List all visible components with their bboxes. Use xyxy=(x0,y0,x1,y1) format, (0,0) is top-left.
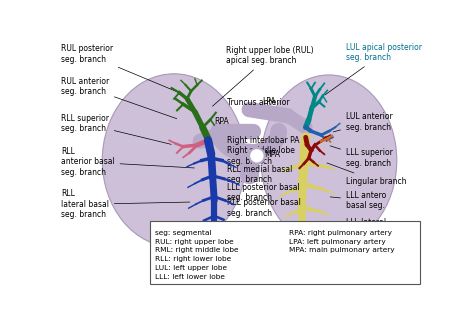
Text: seg: segmental: seg: segmental xyxy=(155,230,212,236)
Text: Truncus anterior: Truncus anterior xyxy=(227,98,289,107)
Text: RML: right middle lobe: RML: right middle lobe xyxy=(155,247,239,254)
Text: RLL posterior basal
seg. branch: RLL posterior basal seg. branch xyxy=(227,198,301,218)
Text: LPA: left pulmonary artery: LPA: left pulmonary artery xyxy=(289,239,385,245)
Ellipse shape xyxy=(102,74,246,247)
Text: LUL: left upper lobe: LUL: left upper lobe xyxy=(155,265,228,271)
Text: LLL: left lower lobe: LLL: left lower lobe xyxy=(155,274,225,280)
Text: RUL: right upper lobe: RUL: right upper lobe xyxy=(155,239,234,245)
Text: Right middle lobe
seg. branch: Right middle lobe seg. branch xyxy=(227,146,294,165)
Text: RLL
anterior basal
seg. branch: RLL anterior basal seg. branch xyxy=(61,147,194,177)
FancyBboxPatch shape xyxy=(150,221,419,284)
Text: RUL posterior
seg. branch: RUL posterior seg. branch xyxy=(61,45,182,94)
Text: LLL posterior basal
seg. branch: LLL posterior basal seg. branch xyxy=(227,183,300,203)
Text: RUL anterior
seg. branch: RUL anterior seg. branch xyxy=(61,77,177,119)
Text: MPA: MPA xyxy=(264,150,281,159)
Text: Right interlobar PA: Right interlobar PA xyxy=(227,136,299,145)
Text: RLL superior
seg. branch: RLL superior seg. branch xyxy=(61,114,171,144)
Text: RPA: RPA xyxy=(214,117,229,126)
Text: RPA: right pulmonary artery: RPA: right pulmonary artery xyxy=(289,230,392,236)
Text: LLL antero
basal seg.: LLL antero basal seg. xyxy=(330,191,386,210)
Text: RLL: right lower lobe: RLL: right lower lobe xyxy=(155,256,231,262)
Ellipse shape xyxy=(261,75,397,246)
Text: RLL medial basal
seg. branch: RLL medial basal seg. branch xyxy=(227,165,292,184)
Circle shape xyxy=(249,148,264,163)
Text: LLL superior
seg. branch: LLL superior seg. branch xyxy=(330,146,393,168)
Text: Lingular branch: Lingular branch xyxy=(327,163,407,186)
Text: RLL
lateral basal
seg. branch: RLL lateral basal seg. branch xyxy=(61,189,190,219)
Text: LUL apical posterior
seg. branch: LUL apical posterior seg. branch xyxy=(325,43,422,95)
Text: LLL lateral
seg. Branch: LLL lateral seg. Branch xyxy=(333,218,391,237)
Text: Right upper lobe (RUL)
apical seg. branch: Right upper lobe (RUL) apical seg. branc… xyxy=(212,46,313,106)
Text: LPA: LPA xyxy=(262,98,276,106)
Text: MPA: main pulmonary artery: MPA: main pulmonary artery xyxy=(289,247,394,254)
Text: LUL anterior
seg. branch: LUL anterior seg. branch xyxy=(333,112,393,132)
